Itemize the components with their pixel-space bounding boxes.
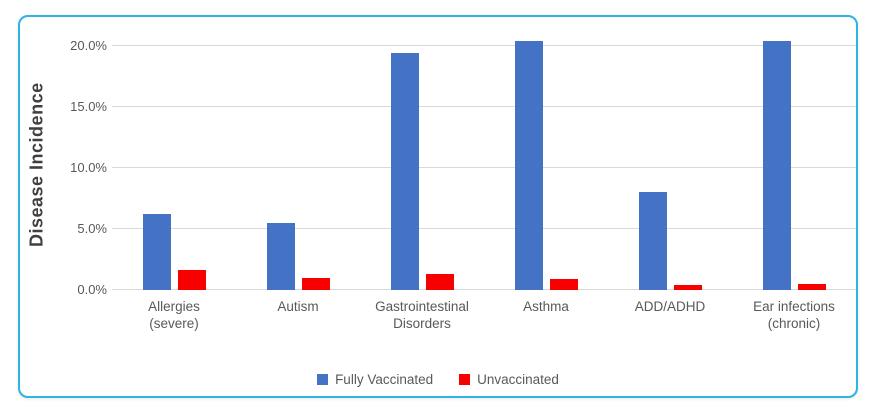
- x-category-label-line: Gastrointestinal: [375, 299, 469, 314]
- bar: [177, 270, 206, 290]
- chart-card: Disease Incidence 0.0% 5.0% 10.0% 15.0% 20.0…: [18, 15, 858, 398]
- x-category-label: Asthma: [484, 298, 608, 332]
- x-axis-category-labels: Allergies (severe) Autism Gastrointestinal D…: [112, 298, 856, 332]
- x-category-label-line: ADD/ADHD: [634, 299, 706, 314]
- bar-group: [236, 40, 360, 290]
- x-category-label: Autism: [236, 298, 360, 332]
- bar: [549, 279, 578, 290]
- legend: Fully Vaccinated Unvaccinated: [20, 372, 856, 387]
- bar-groups: [112, 40, 856, 290]
- x-category-label: Allergies (severe): [112, 298, 236, 332]
- y-tick-label: 5.0%: [77, 221, 107, 236]
- bar-group: [484, 40, 608, 290]
- y-tick-label: 10.0%: [70, 160, 107, 175]
- y-tick-label: 0.0%: [77, 282, 107, 297]
- y-tick-label: 15.0%: [70, 99, 107, 114]
- y-gridline: [112, 167, 856, 168]
- x-category-label: Ear infections (chronic): [732, 298, 856, 332]
- bar: [425, 274, 454, 290]
- bar-group: [608, 40, 732, 290]
- y-gridline: [112, 228, 856, 229]
- y-gridline: [112, 289, 856, 290]
- bar: [797, 283, 826, 290]
- bar-group: [112, 40, 236, 290]
- legend-swatch-red-icon: [459, 374, 471, 385]
- x-category-label: Gastrointestinal Disorders: [360, 298, 484, 332]
- legend-label: Fully Vaccinated: [335, 372, 434, 387]
- y-gridline: [112, 106, 856, 107]
- y-gridline: [112, 45, 856, 46]
- x-category-label-line: Autism: [277, 299, 319, 314]
- plot-area: [112, 40, 856, 290]
- x-category-label-line: (chronic): [767, 316, 821, 331]
- x-category-label-line: Disorders: [393, 316, 451, 331]
- x-category-label-line: (severe): [149, 316, 199, 331]
- x-category-label: ADD/ADHD: [608, 298, 732, 332]
- bar: [673, 285, 702, 290]
- x-category-label-line: Asthma: [523, 299, 569, 314]
- y-axis-tick-labels: 0.0% 5.0% 10.0% 15.0% 20.0%: [48, 38, 107, 297]
- bar-group: [360, 40, 484, 290]
- bar: [301, 277, 330, 290]
- legend-swatch-blue-icon: [317, 374, 329, 385]
- bar: [638, 192, 667, 290]
- y-axis-title: Disease Incidence: [26, 82, 47, 248]
- legend-item-unvaccinated: Unvaccinated: [459, 372, 559, 387]
- bar-group: [732, 40, 856, 290]
- legend-label: Unvaccinated: [477, 372, 559, 387]
- bar: [390, 53, 419, 290]
- bar: [514, 41, 543, 290]
- bar: [142, 214, 171, 290]
- y-tick-label: 20.0%: [70, 38, 107, 53]
- x-category-label-line: Allergies: [148, 299, 200, 314]
- bar: [266, 222, 295, 290]
- legend-item-fully-vaccinated: Fully Vaccinated: [317, 372, 433, 387]
- x-category-label-line: Ear infections: [753, 299, 835, 314]
- bar: [762, 41, 791, 290]
